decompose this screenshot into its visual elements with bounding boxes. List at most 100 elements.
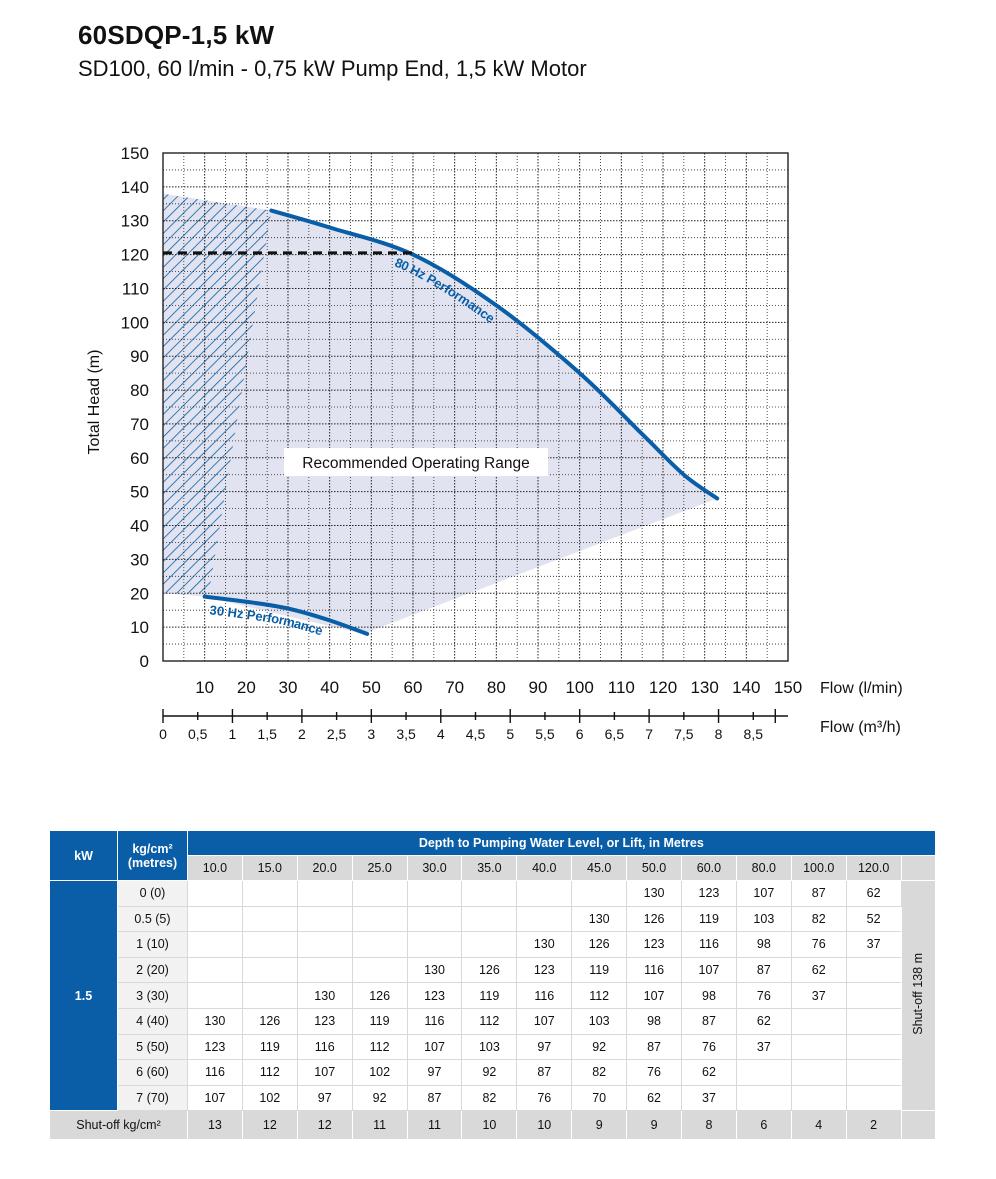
table-cell: 126 bbox=[571, 931, 628, 958]
table-cell bbox=[461, 880, 518, 907]
depth-col-header: 80.0 bbox=[735, 855, 792, 881]
table-row: 0.5 (5) 130 126 119 103 82 52 bbox=[50, 905, 936, 933]
table-row: 6 (60) 116 112 107 102 97 92 87 82 76 62 bbox=[50, 1059, 936, 1086]
table-cell: 87 bbox=[790, 880, 847, 907]
x-tick-label: 60 bbox=[404, 678, 423, 697]
table-cell bbox=[351, 905, 408, 933]
shutoff-side-label: Shut-off 138 m bbox=[900, 879, 936, 1112]
table-cell bbox=[790, 1007, 847, 1035]
table-cell: 92 bbox=[571, 1033, 628, 1061]
table-cell bbox=[187, 931, 243, 958]
table-cell: 116 bbox=[296, 1033, 353, 1061]
pressure-label-cell: 0.5 (5) bbox=[117, 905, 188, 933]
x2-tick-label: 2,5 bbox=[327, 726, 347, 742]
table-cell: 130 bbox=[571, 905, 628, 933]
table-cell: 82 bbox=[790, 905, 847, 933]
table-cell: 82 bbox=[461, 1084, 518, 1112]
depth-col-header: 60.0 bbox=[681, 855, 737, 881]
x2-tick-label: 6 bbox=[576, 726, 584, 742]
table-cell: 76 bbox=[790, 931, 847, 958]
pressure-label-cell: 4 (40) bbox=[117, 1007, 188, 1035]
x-tick-label: 100 bbox=[565, 678, 593, 697]
x2-axis-label: Flow (m³/h) bbox=[820, 719, 901, 736]
annotation-text: Recommended Operating Range bbox=[302, 455, 529, 472]
table-row: 4 (40) 130 126 123 119 116 112 107 103 98 87 62 bbox=[50, 1007, 936, 1035]
y-tick-label: 30 bbox=[130, 550, 149, 569]
table-cell: 119 bbox=[351, 1007, 408, 1035]
table-cell: 112 bbox=[571, 982, 628, 1009]
pressure-label-cell: 3 (30) bbox=[117, 982, 188, 1009]
col-kw-header: kW bbox=[49, 830, 118, 881]
footer-cell: 11 bbox=[351, 1110, 408, 1141]
table-cell: 123 bbox=[681, 880, 737, 907]
table-cell: 70 bbox=[571, 1084, 628, 1112]
table-cell bbox=[241, 931, 298, 958]
table-cell: 62 bbox=[735, 1007, 792, 1035]
footer-cell: 6 bbox=[735, 1110, 792, 1141]
depth-col-header: 120.0 bbox=[845, 855, 902, 881]
table-cell: 112 bbox=[461, 1007, 518, 1035]
table-cell: 98 bbox=[735, 931, 792, 958]
table-cell: 130 bbox=[626, 880, 683, 907]
table-cell bbox=[790, 1084, 847, 1112]
table-cell: 62 bbox=[681, 1059, 737, 1086]
footer-spacer bbox=[900, 1110, 936, 1141]
table-cell: 92 bbox=[351, 1084, 408, 1112]
depth-col-header: 20.0 bbox=[296, 855, 353, 881]
depth-col-header: 25.0 bbox=[351, 855, 408, 881]
table-cell: 87 bbox=[406, 1084, 463, 1112]
table-cell bbox=[351, 880, 408, 907]
table-cell bbox=[406, 931, 463, 958]
x-axis-label: Flow (l/min) bbox=[820, 680, 903, 697]
y-tick-label: 140 bbox=[121, 178, 149, 197]
table-row: 7 (70) 107 102 97 92 87 82 76 70 62 37 bbox=[50, 1084, 936, 1112]
table-cell bbox=[790, 1059, 847, 1086]
table-cell bbox=[296, 931, 353, 958]
table-cell: 37 bbox=[681, 1084, 737, 1112]
y-tick-label: 130 bbox=[121, 212, 149, 231]
x2-tick-label: 0,5 bbox=[188, 726, 208, 742]
table-row: 1.5 0 (0) 130 123 107 87 62 Shut-off 138 m bbox=[49, 879, 936, 1112]
table-cell bbox=[845, 1033, 902, 1061]
table-cell bbox=[845, 1059, 902, 1086]
table-cell: 97 bbox=[406, 1059, 463, 1086]
footer-cell: 12 bbox=[296, 1110, 353, 1141]
page-subtitle: SD100, 60 l/min - 0,75 kW Pump End, 1,5 … bbox=[78, 56, 587, 81]
x2-tick-label: 5 bbox=[506, 726, 514, 742]
table-cell: 107 bbox=[187, 1084, 243, 1112]
table-cell bbox=[296, 880, 353, 907]
depth-col-header: 50.0 bbox=[626, 855, 683, 881]
grid-layer bbox=[162, 152, 789, 662]
x-tick-label: 10 bbox=[195, 678, 214, 697]
x-tick-label: 20 bbox=[237, 678, 256, 697]
table-cell bbox=[735, 1084, 792, 1112]
series-30hz-line bbox=[202, 594, 370, 636]
table-cell: 112 bbox=[241, 1059, 298, 1086]
x2-tick-label: 4 bbox=[437, 726, 445, 742]
y-tick-label: 150 bbox=[121, 144, 149, 163]
x2-tick-label: 2 bbox=[298, 726, 306, 742]
x2-tick-label: 3 bbox=[367, 726, 375, 742]
table-cell: 123 bbox=[406, 982, 463, 1009]
table-cell bbox=[296, 956, 353, 984]
table-cell bbox=[516, 880, 573, 907]
series-80hz-line bbox=[269, 208, 720, 501]
table-cell bbox=[187, 880, 243, 907]
y-tick-label: 10 bbox=[130, 618, 149, 637]
y-tick-label: 100 bbox=[121, 313, 149, 332]
table-cell: 87 bbox=[735, 956, 792, 984]
y-tick-label: 70 bbox=[130, 415, 149, 434]
depth-col-header: 40.0 bbox=[516, 855, 573, 881]
table-cell bbox=[461, 905, 518, 933]
y-tick-label: 110 bbox=[122, 279, 149, 298]
table-cell: 119 bbox=[571, 956, 628, 984]
footer-cell: 2 bbox=[845, 1110, 902, 1141]
table-cell bbox=[351, 956, 408, 984]
plot-frame bbox=[162, 152, 789, 662]
x2-tick-label: 7,5 bbox=[674, 726, 694, 742]
table-cell bbox=[571, 880, 628, 907]
table-cell bbox=[845, 956, 902, 984]
depth-col-header: 100.0 bbox=[790, 855, 847, 881]
x2-tick-label: 1,5 bbox=[257, 726, 277, 742]
